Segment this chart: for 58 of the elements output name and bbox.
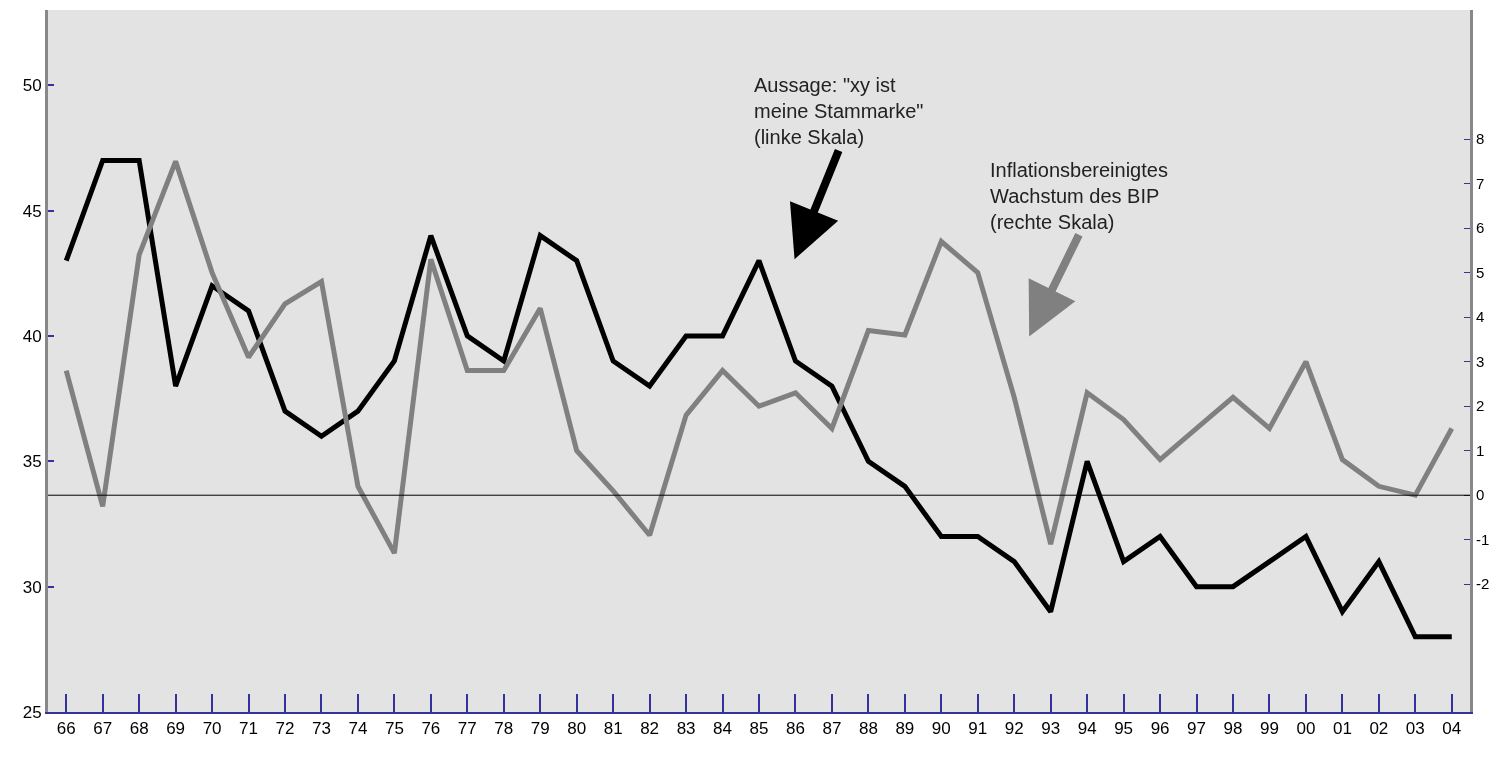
y-tick-label: 25	[22, 702, 42, 722]
x-tick-label: 86	[786, 719, 805, 739]
y2-tick-label: -1	[1476, 530, 1490, 548]
x-tick-label: 92	[1004, 719, 1024, 739]
y2-tick-label: 4	[1476, 308, 1485, 326]
x-tick-label: 74	[348, 719, 368, 739]
y2-tick-label: 6	[1476, 219, 1485, 237]
y-tick-label: 45	[22, 201, 42, 221]
y2-tick-label: 8	[1476, 130, 1485, 148]
x-tick-label: 69	[166, 719, 186, 739]
y2-tick-label: 3	[1476, 352, 1485, 370]
x-tick-label: 02	[1369, 719, 1389, 739]
x-tick-label: 79	[530, 719, 550, 739]
x-tick-label: 73	[312, 719, 331, 739]
y2-tick-label: 7	[1476, 174, 1485, 192]
x-tick-label: 88	[858, 719, 878, 739]
y-tick-label: 35	[22, 452, 42, 472]
x-tick-label: 99	[1260, 719, 1279, 739]
x-tick-label: 71	[239, 719, 258, 739]
x-tick-label: 94	[1077, 719, 1097, 739]
x-tick-label: 97	[1187, 719, 1206, 739]
x-tick-label: 78	[494, 719, 514, 739]
y-tick-label: 40	[22, 326, 42, 346]
x-tick-label: 03	[1405, 719, 1425, 739]
x-tick-label: 93	[1041, 719, 1061, 739]
y-tick-label: 50	[22, 76, 42, 96]
x-tick-label: 72	[275, 719, 295, 739]
x-tick-label: 80	[567, 719, 587, 739]
x-tick-label: 90	[931, 719, 951, 739]
x-tick-label: 77	[457, 719, 477, 739]
x-tick-label: 00	[1296, 719, 1316, 739]
y2-tick-label: 5	[1476, 263, 1485, 281]
x-tick-label: 81	[603, 719, 623, 739]
y2-tick-label: 2	[1476, 397, 1485, 415]
x-tick-label: 68	[129, 719, 149, 739]
x-tick-label: 76	[421, 719, 441, 739]
x-tick-label: 96	[1150, 719, 1170, 739]
y-tick-label: 30	[22, 577, 42, 597]
x-tick-label: 67	[93, 719, 113, 739]
y2-tick-label: 0	[1476, 486, 1485, 504]
x-tick-label: 04	[1442, 719, 1462, 739]
x-tick-label: 85	[749, 719, 769, 739]
x-tick-label: 98	[1223, 719, 1243, 739]
x-tick-label: 89	[895, 719, 915, 739]
x-tick-label: 70	[202, 719, 222, 739]
y2-tick-label: -2	[1476, 575, 1490, 593]
x-tick-label: 82	[640, 719, 660, 739]
x-tick-label: 83	[676, 719, 696, 739]
x-tick-label: 95	[1114, 719, 1134, 739]
annotation: Inflationsbereinigtes Wachstum des BIP (rechte Skala)	[990, 159, 1168, 233]
y2-tick-label: 1	[1476, 441, 1485, 459]
x-tick-label: 01	[1332, 719, 1352, 739]
x-tick-label: 84	[713, 719, 732, 739]
x-tick-label: 87	[822, 719, 842, 739]
x-tick-label: 66	[56, 719, 76, 739]
x-tick-label: 75	[384, 719, 404, 739]
x-tick-label: 91	[968, 719, 988, 739]
annotation: Aussage: "xy ist meine Stammarke" (linke Skala)	[754, 74, 924, 148]
